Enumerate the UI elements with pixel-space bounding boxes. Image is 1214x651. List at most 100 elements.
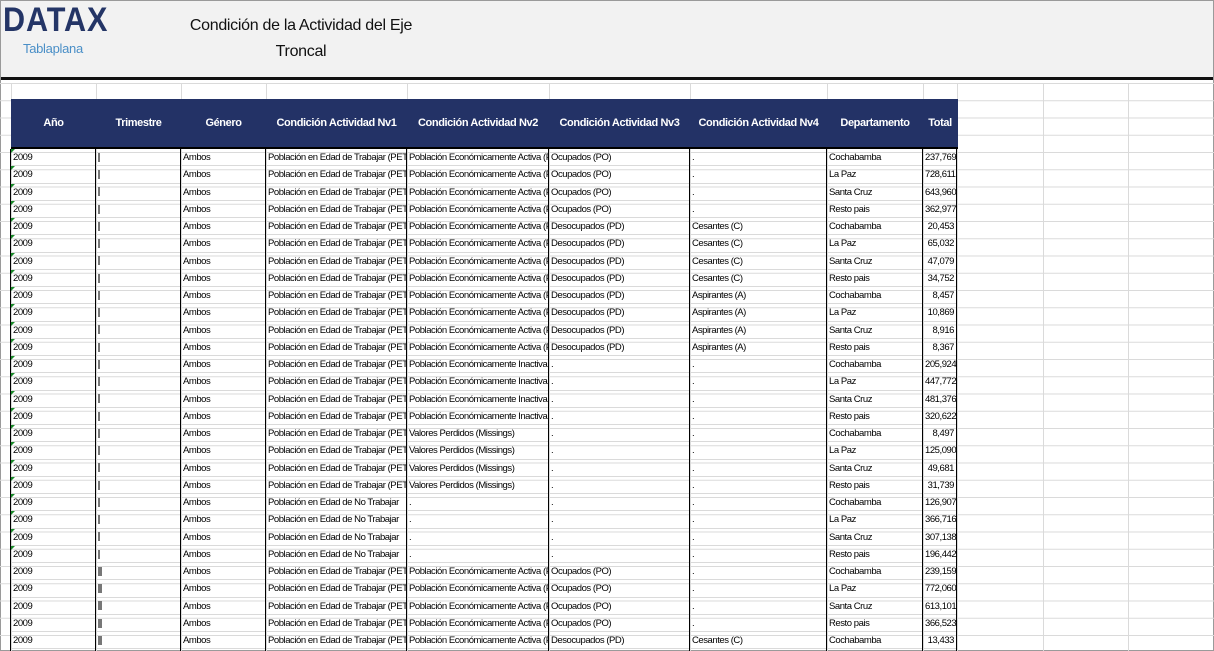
cell-gender[interactable]: Ambos xyxy=(181,356,266,373)
cell-activity-nv1[interactable]: Población en Edad de Trabajar (PET) xyxy=(266,252,407,270)
cell-activity-nv2[interactable]: Población Económicamente Inactiva (PEI) xyxy=(407,356,549,373)
cell-activity-nv4[interactable]: Aspirantes (A) xyxy=(690,321,827,339)
cell-year[interactable]: 2009 xyxy=(11,459,96,477)
cell-activity-nv4[interactable]: Aspirantes (A) xyxy=(690,304,827,322)
cell-year[interactable]: 2009 xyxy=(11,563,96,580)
cell-activity-nv3[interactable]: . xyxy=(549,425,690,442)
cell-activity-nv2[interactable]: Población Económicamente Activa (PEA) xyxy=(407,580,549,598)
column-header-activity-nv1[interactable]: Condición Actividad Nv1 xyxy=(276,117,397,129)
cell-activity-nv1[interactable]: Población en Edad de Trabajar (PET) xyxy=(266,166,407,184)
column-header-year[interactable]: Año xyxy=(43,117,64,129)
cell-activity-nv2[interactable]: Valores Perdidos (Missings) xyxy=(407,442,549,460)
cell-gender[interactable]: Ambos xyxy=(181,321,266,339)
cell-quarter[interactable]: I xyxy=(96,459,181,477)
cell-activity-nv2[interactable]: . xyxy=(407,494,549,511)
cell-activity-nv1[interactable]: Población en Edad de Trabajar (PET) xyxy=(266,235,407,253)
cell-gender[interactable]: Ambos xyxy=(181,218,266,235)
cell-department[interactable]: Santa Cruz xyxy=(827,597,923,615)
cell-activity-nv1[interactable]: Población en Edad de Trabajar (PET) xyxy=(266,200,407,218)
cell-gender[interactable]: Ambos xyxy=(181,511,266,529)
cell-quarter[interactable]: I xyxy=(96,166,181,184)
cell-activity-nv4[interactable]: . xyxy=(690,476,827,494)
cell-total[interactable]: 65,032 xyxy=(923,235,957,253)
cell-activity-nv4[interactable]: . xyxy=(690,614,827,632)
cell-activity-nv3[interactable]: Desocupados (PD) xyxy=(549,321,690,339)
cell-activity-nv1[interactable]: Población en Edad de Trabajar (PET) xyxy=(266,287,407,304)
cell-gender[interactable]: Ambos xyxy=(181,373,266,391)
column-header-gender[interactable]: Género xyxy=(205,117,242,129)
cell-gender[interactable]: Ambos xyxy=(181,545,266,563)
cell-year[interactable]: 2009 xyxy=(11,304,96,322)
cell-department[interactable]: La Paz xyxy=(827,580,923,598)
cell-activity-nv3[interactable]: Desocupados (PD) xyxy=(549,304,690,322)
cell-activity-nv1[interactable]: Población en Edad de Trabajar (PET) xyxy=(266,425,407,442)
cell-activity-nv3[interactable]: . xyxy=(549,356,690,373)
cell-activity-nv4[interactable]: . xyxy=(690,580,827,598)
cell-activity-nv4[interactable]: Cesantes (C) xyxy=(690,235,827,253)
cell-activity-nv4[interactable]: . xyxy=(690,356,827,373)
cell-department[interactable]: La Paz xyxy=(827,442,923,460)
column-header-department[interactable]: Departamento xyxy=(840,117,910,129)
cell-activity-nv2[interactable]: Población Económicamente Activa (PEA) xyxy=(407,235,549,253)
cell-gender[interactable]: Ambos xyxy=(181,200,266,218)
cell-department[interactable]: Cochabamba xyxy=(827,149,923,166)
cell-activity-nv3[interactable]: . xyxy=(549,459,690,477)
cell-activity-nv2[interactable]: Población Económicamente Activa (PEA) xyxy=(407,338,549,356)
cell-activity-nv3[interactable]: . xyxy=(549,373,690,391)
cell-year[interactable]: 2009 xyxy=(11,597,96,615)
cell-year[interactable]: 2009 xyxy=(11,476,96,494)
cell-department[interactable]: Cochabamba xyxy=(827,494,923,511)
cell-quarter[interactable]: II xyxy=(96,614,181,632)
cell-gender[interactable]: Ambos xyxy=(181,183,266,201)
cell-quarter[interactable]: II xyxy=(96,597,181,615)
cell-total[interactable]: 237,769 xyxy=(923,149,957,166)
cell-activity-nv4[interactable]: Cesantes (C) xyxy=(690,218,827,235)
cell-quarter[interactable]: I xyxy=(96,425,181,442)
cell-quarter[interactable]: II xyxy=(96,632,181,649)
cell-total[interactable]: 307,138 xyxy=(923,528,957,546)
cell-activity-nv4[interactable]: . xyxy=(690,459,827,477)
cell-year[interactable]: 2009 xyxy=(11,494,96,511)
cell-activity-nv2[interactable]: Población Económicamente Activa (PEA) xyxy=(407,597,549,615)
cell-total[interactable]: 126,907 xyxy=(923,494,957,511)
cell-activity-nv4[interactable]: . xyxy=(690,511,827,529)
cell-activity-nv2[interactable]: Valores Perdidos (Missings) xyxy=(407,476,549,494)
cell-quarter[interactable]: I xyxy=(96,494,181,511)
cell-activity-nv3[interactable]: Desocupados (PD) xyxy=(549,269,690,287)
cell-activity-nv3[interactable]: Ocupados (PO) xyxy=(549,166,690,184)
cell-department[interactable]: Cochabamba xyxy=(827,425,923,442)
cell-activity-nv1[interactable]: Población en Edad de No Trabajar xyxy=(266,511,407,529)
cell-total[interactable]: 447,772 xyxy=(923,373,957,391)
cell-quarter[interactable]: I xyxy=(96,321,181,339)
cell-activity-nv1[interactable]: Población en Edad de Trabajar (PET) xyxy=(266,442,407,460)
cell-department[interactable]: La Paz xyxy=(827,304,923,322)
cell-total[interactable]: 366,523 xyxy=(923,614,957,632)
cell-department[interactable]: Santa Cruz xyxy=(827,528,923,546)
cell-gender[interactable]: Ambos xyxy=(181,597,266,615)
cell-activity-nv1[interactable]: Población en Edad de Trabajar (PET) xyxy=(266,597,407,615)
cell-year[interactable]: 2009 xyxy=(11,390,96,408)
cell-quarter[interactable]: I xyxy=(96,356,181,373)
cell-gender[interactable]: Ambos xyxy=(181,269,266,287)
cell-department[interactable]: Santa Cruz xyxy=(827,252,923,270)
cell-activity-nv4[interactable]: . xyxy=(690,597,827,615)
cell-activity-nv1[interactable]: Población en Edad de Trabajar (PET) xyxy=(266,563,407,580)
cell-department[interactable]: Santa Cruz xyxy=(827,321,923,339)
cell-activity-nv3[interactable]: . xyxy=(549,476,690,494)
cell-activity-nv4[interactable]: . xyxy=(690,373,827,391)
column-header-activity-nv3[interactable]: Condición Actividad Nv3 xyxy=(559,117,680,129)
cell-department[interactable]: Cochabamba xyxy=(827,287,923,304)
cell-quarter[interactable]: I xyxy=(96,476,181,494)
column-header-activity-nv2[interactable]: Condición Actividad Nv2 xyxy=(418,117,538,129)
cell-total[interactable]: 728,611 xyxy=(923,166,957,184)
cell-activity-nv3[interactable]: Ocupados (PO) xyxy=(549,563,690,580)
cell-activity-nv3[interactable]: Desocupados (PD) xyxy=(549,235,690,253)
cell-gender[interactable]: Ambos xyxy=(181,287,266,304)
cell-quarter[interactable]: II xyxy=(96,563,181,580)
cell-activity-nv3[interactable]: Ocupados (PO) xyxy=(549,149,690,166)
cell-department[interactable]: La Paz xyxy=(827,235,923,253)
cell-quarter[interactable]: I xyxy=(96,407,181,425)
cell-activity-nv2[interactable]: Población Económicamente Inactiva (PEI) xyxy=(407,407,549,425)
cell-total[interactable]: 8,457 xyxy=(923,287,957,304)
cell-gender[interactable]: Ambos xyxy=(181,252,266,270)
